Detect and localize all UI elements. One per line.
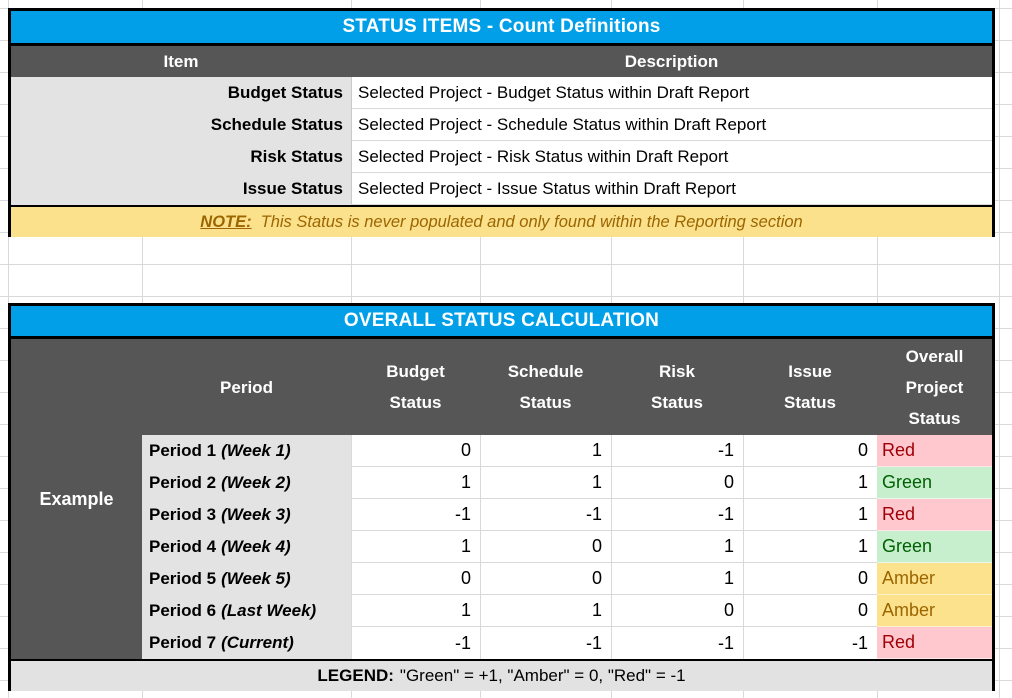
overall-status-cell[interactable]: Green bbox=[877, 467, 992, 499]
legend-label: LEGEND: bbox=[317, 666, 394, 685]
risk-status-cell[interactable]: -1 bbox=[611, 435, 743, 467]
budget-status-column-header[interactable]: Budget Status bbox=[386, 362, 445, 412]
risk-status-cell[interactable]: 1 bbox=[611, 563, 743, 595]
note-label: NOTE: bbox=[200, 212, 252, 231]
budget-status-cell[interactable]: 0 bbox=[351, 435, 480, 467]
period-label-cell[interactable]: Period 6 (Last Week) bbox=[142, 595, 351, 627]
overall-status-cell[interactable]: Amber bbox=[877, 595, 992, 627]
risk-status-cell[interactable]: -1 bbox=[611, 499, 743, 531]
budget-status-cell[interactable]: 0 bbox=[351, 563, 480, 595]
overall-status-table: OVERALL STATUS CALCULATION Example Perio… bbox=[8, 303, 995, 691]
item-column-header[interactable]: Item bbox=[163, 51, 199, 71]
risk-status-cell[interactable]: 1 bbox=[611, 531, 743, 563]
status-items-table: STATUS ITEMS - Count Definitions Item De… bbox=[8, 8, 995, 237]
budget-status-cell[interactable]: -1 bbox=[351, 499, 480, 531]
issue-status-cell[interactable]: 1 bbox=[743, 467, 877, 499]
period-column-header[interactable]: Period bbox=[220, 377, 273, 397]
issue-status-cell[interactable]: -1 bbox=[743, 627, 877, 659]
overall-status-cell[interactable]: Amber bbox=[877, 563, 992, 595]
schedule-status-cell[interactable]: 1 bbox=[480, 467, 611, 499]
issue-status-cell[interactable]: 1 bbox=[743, 499, 877, 531]
overall-status-cell[interactable]: Red bbox=[877, 627, 992, 659]
status-items-title: STATUS ITEMS - Count Definitions bbox=[342, 16, 661, 37]
issue-status-column-header[interactable]: Issue Status bbox=[784, 362, 836, 412]
example-cell[interactable]: Example bbox=[11, 339, 142, 659]
period-row: Period 6 (Last Week) 1 1 0 0 Amber bbox=[142, 595, 992, 627]
issue-status-cell[interactable]: 0 bbox=[743, 595, 877, 627]
description-cell[interactable]: Selected Project - Schedule Status withi… bbox=[351, 109, 992, 141]
description-column-header[interactable]: Description bbox=[624, 51, 719, 71]
item-cell[interactable]: Budget Status bbox=[11, 77, 351, 109]
overall-status-body: Example Period Budget Status Schedule St… bbox=[11, 339, 992, 659]
schedule-status-cell[interactable]: 0 bbox=[480, 563, 611, 595]
description-cell[interactable]: Selected Project - Budget Status within … bbox=[351, 77, 992, 109]
budget-status-cell[interactable]: 1 bbox=[351, 467, 480, 499]
period-label-cell[interactable]: Period 5 (Week 5) bbox=[142, 563, 351, 595]
period-row: Period 1 (Week 1) 0 1 -1 0 Red bbox=[142, 435, 992, 467]
risk-status-cell[interactable]: 0 bbox=[611, 595, 743, 627]
note-text: This Status is never populated and only … bbox=[260, 212, 803, 231]
period-row: Period 2 (Week 2) 1 1 0 1 Green bbox=[142, 467, 992, 499]
period-row: Period 4 (Week 4) 1 0 1 1 Green bbox=[142, 531, 992, 563]
table-row: Risk Status Selected Project - Risk Stat… bbox=[11, 141, 992, 173]
period-row: Period 7 (Current) -1 -1 -1 -1 Red bbox=[142, 627, 992, 659]
schedule-status-cell[interactable]: 0 bbox=[480, 531, 611, 563]
budget-status-cell[interactable]: -1 bbox=[351, 627, 480, 659]
period-label-cell[interactable]: Period 3 (Week 3) bbox=[142, 499, 351, 531]
schedule-status-cell[interactable]: 1 bbox=[480, 595, 611, 627]
budget-status-cell[interactable]: 1 bbox=[351, 531, 480, 563]
table-row: Budget Status Selected Project - Budget … bbox=[11, 77, 992, 109]
description-cell[interactable]: Selected Project - Issue Status within D… bbox=[351, 173, 992, 205]
risk-status-cell[interactable]: 0 bbox=[611, 467, 743, 499]
overall-status-cell[interactable]: Green bbox=[877, 531, 992, 563]
overall-status-cell[interactable]: Red bbox=[877, 499, 992, 531]
legend-text: "Green" = +1, "Amber" = 0, "Red" = -1 bbox=[399, 666, 686, 685]
overall-status-title-cell[interactable]: OVERALL STATUS CALCULATION bbox=[11, 306, 992, 339]
issue-status-cell[interactable]: 0 bbox=[743, 563, 877, 595]
status-items-title-cell[interactable]: STATUS ITEMS - Count Definitions bbox=[11, 11, 992, 46]
item-cell[interactable]: Schedule Status bbox=[11, 109, 351, 141]
legend-cell[interactable]: LEGEND: "Green" = +1, "Amber" = 0, "Red"… bbox=[11, 659, 992, 691]
period-label-cell[interactable]: Period 2 (Week 2) bbox=[142, 467, 351, 499]
period-row: Period 3 (Week 3) -1 -1 -1 1 Red bbox=[142, 499, 992, 531]
table-row: Schedule Status Selected Project - Sched… bbox=[11, 109, 992, 141]
risk-status-cell[interactable]: -1 bbox=[611, 627, 743, 659]
period-label-cell[interactable]: Period 7 (Current) bbox=[142, 627, 351, 659]
schedule-status-column-header[interactable]: Schedule Status bbox=[507, 362, 584, 412]
period-label-cell[interactable]: Period 4 (Week 4) bbox=[142, 531, 351, 563]
description-cell[interactable]: Selected Project - Risk Status within Dr… bbox=[351, 141, 992, 173]
period-label-cell[interactable]: Period 1 (Week 1) bbox=[142, 435, 351, 467]
note-cell[interactable]: NOTE: This Status is never populated and… bbox=[11, 205, 992, 237]
schedule-status-cell[interactable]: -1 bbox=[480, 499, 611, 531]
period-row: Period 5 (Week 5) 0 0 1 0 Amber bbox=[142, 563, 992, 595]
schedule-status-cell[interactable]: -1 bbox=[480, 627, 611, 659]
overall-project-status-column-header[interactable]: Overall Project Status bbox=[905, 346, 964, 428]
budget-status-cell[interactable]: 1 bbox=[351, 595, 480, 627]
overall-status-header-row: Period Budget Status Schedule Status Ris… bbox=[142, 339, 992, 435]
item-cell[interactable]: Risk Status bbox=[11, 141, 351, 173]
item-cell[interactable]: Issue Status bbox=[11, 173, 351, 205]
overall-status-title: OVERALL STATUS CALCULATION bbox=[343, 310, 660, 331]
issue-status-cell[interactable]: 0 bbox=[743, 435, 877, 467]
issue-status-cell[interactable]: 1 bbox=[743, 531, 877, 563]
schedule-status-cell[interactable]: 1 bbox=[480, 435, 611, 467]
table-row: Issue Status Selected Project - Issue St… bbox=[11, 173, 992, 205]
overall-status-cell[interactable]: Red bbox=[877, 435, 992, 467]
status-items-header-row: Item Description bbox=[11, 46, 992, 77]
risk-status-column-header[interactable]: Risk Status bbox=[651, 362, 703, 412]
overall-status-main: Period Budget Status Schedule Status Ris… bbox=[142, 339, 992, 659]
